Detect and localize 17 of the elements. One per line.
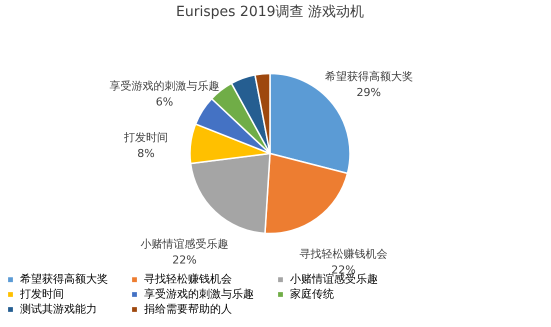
data-label: 22%: [172, 254, 197, 267]
legend-label: 测试其游戏能力: [20, 302, 97, 316]
legend-label: 捐给需要帮助的人: [144, 302, 232, 316]
legend-label: 享受游戏的刺激与乐趣: [144, 288, 254, 300]
slice-label: 享受游戏的刺激与乐趣: [109, 80, 220, 93]
legend-label: 寻找轻松赚钱机会: [144, 272, 232, 286]
slice-label: 打发时间: [122, 130, 168, 144]
chart-title: Eurispes 2019调查 游戏动机: [176, 4, 364, 20]
data-label: 8%: [137, 146, 155, 160]
data-label: 6%: [156, 96, 174, 109]
legend-label: 家庭传统: [290, 288, 334, 300]
legend-label: 打发时间: [19, 288, 64, 300]
slice-label: 小赌情谊感受乐趣: [140, 238, 228, 251]
legend-label: 希望获得高额大奖: [20, 272, 108, 286]
slice-label: 寻找轻松赚钱机会: [299, 248, 388, 261]
data-label: 29%: [356, 86, 381, 99]
slice-label: 希望获得高额大奖: [324, 70, 413, 83]
